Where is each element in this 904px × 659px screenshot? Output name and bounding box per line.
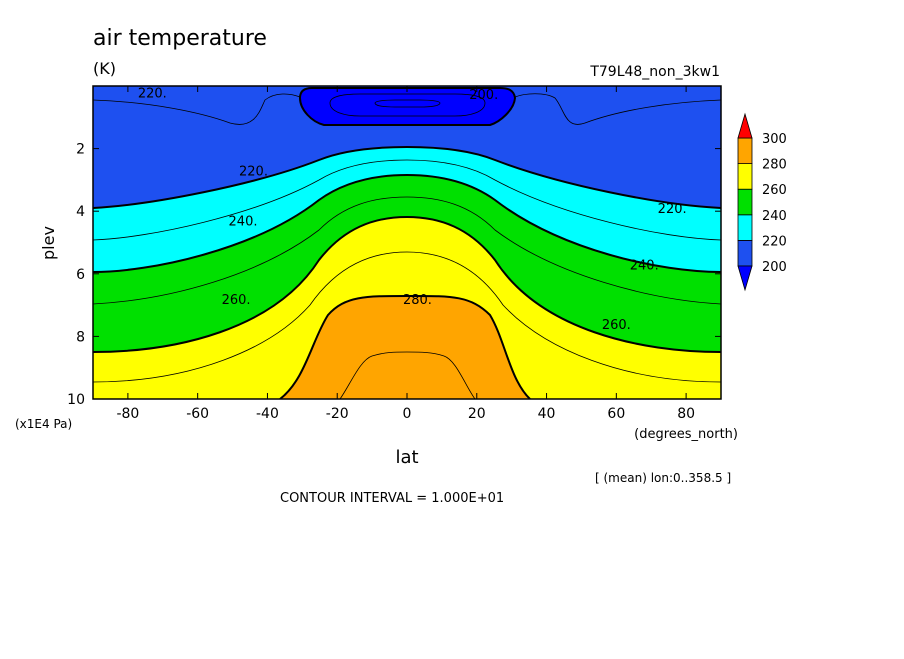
contour-label: 240. [229,215,258,230]
x-axis: -80 -60 -40 -20 0 20 40 60 80 [116,86,695,422]
contour-260 [93,215,721,353]
colorbar: 200 220 240 260 280 300 [737,112,787,292]
colorbar-swatch [737,163,753,190]
x-tick-label: -20 [326,406,349,422]
colorbar-below-arrow [737,265,753,292]
contour-label: 220. [239,165,268,180]
x-tick-label: 20 [468,406,486,422]
colorbar-swatch [737,239,753,267]
y-tick-label: 10 [67,392,85,408]
colorbar-label: 300 [762,132,787,147]
x-tick-label: -60 [186,406,209,422]
run-label: T79L48_non_3kw1 [589,64,720,80]
contour-label: 260. [222,293,251,308]
contour-thin-230 [93,159,721,241]
contour-label: 280. [403,293,432,308]
contour-220 [93,145,721,209]
y-tick-label: 8 [76,329,85,345]
units-label: (K) [93,59,116,78]
contour-thin-180 [374,99,441,108]
colorbar-label: 220 [762,234,787,249]
y-tick-label: 4 [76,204,85,220]
x-tick-label: 80 [677,406,695,422]
x-units-label: (degrees_north) [634,427,738,442]
contour-label: 240. [630,258,659,273]
contour-thin-250 [93,196,721,305]
colorbar-label: 260 [762,183,787,198]
colorbar-swatch [737,188,753,216]
colorbar-above-arrow [737,112,753,139]
y-units-label: (x1E4 Pa) [15,417,72,431]
contour-thin-290 [339,351,476,399]
y-tick-label: 2 [76,142,85,158]
colorbar-label: 280 [762,158,787,173]
x-tick-label: 0 [403,406,412,422]
y-axis: 2 4 6 8 10 [67,142,721,408]
x-tick-label: -80 [116,406,139,422]
x-axis-label: lat [395,447,418,468]
colorbar-label: 240 [762,209,787,224]
x-tick-label: -40 [256,406,279,422]
contour-label: 200. [469,88,498,103]
plot-area: 220. 200. 220. 220. 240. 240. 260. 260. 280. [93,86,721,399]
colorbar-label: 200 [762,260,787,275]
contour-interval: CONTOUR INTERVAL = 1.000E+01 [280,491,504,506]
contour-label: 260. [602,318,631,333]
x-tick-label: 40 [538,406,556,422]
chart-title: air temperature [93,26,267,51]
contour-280 [279,294,531,399]
colorbar-swatch [737,214,753,241]
contour-thin-270 [93,251,721,383]
contour-200 [298,87,517,126]
contour-label: 220. [138,86,167,101]
y-axis-label: plev [39,226,58,260]
contour-label: 220. [658,202,687,217]
colorbar-swatch [737,137,753,165]
contour-240 [93,173,721,273]
contour-thin-upper [93,93,721,125]
contour-thin-190 [329,93,486,117]
x-tick-label: 60 [607,406,625,422]
mean-note: [ (mean) lon:0..358.5 ] [595,471,731,485]
contour-labels: 220. 200. 220. 220. 240. 240. 260. 260. 280. [138,86,687,333]
y-tick-label: 6 [76,267,85,283]
